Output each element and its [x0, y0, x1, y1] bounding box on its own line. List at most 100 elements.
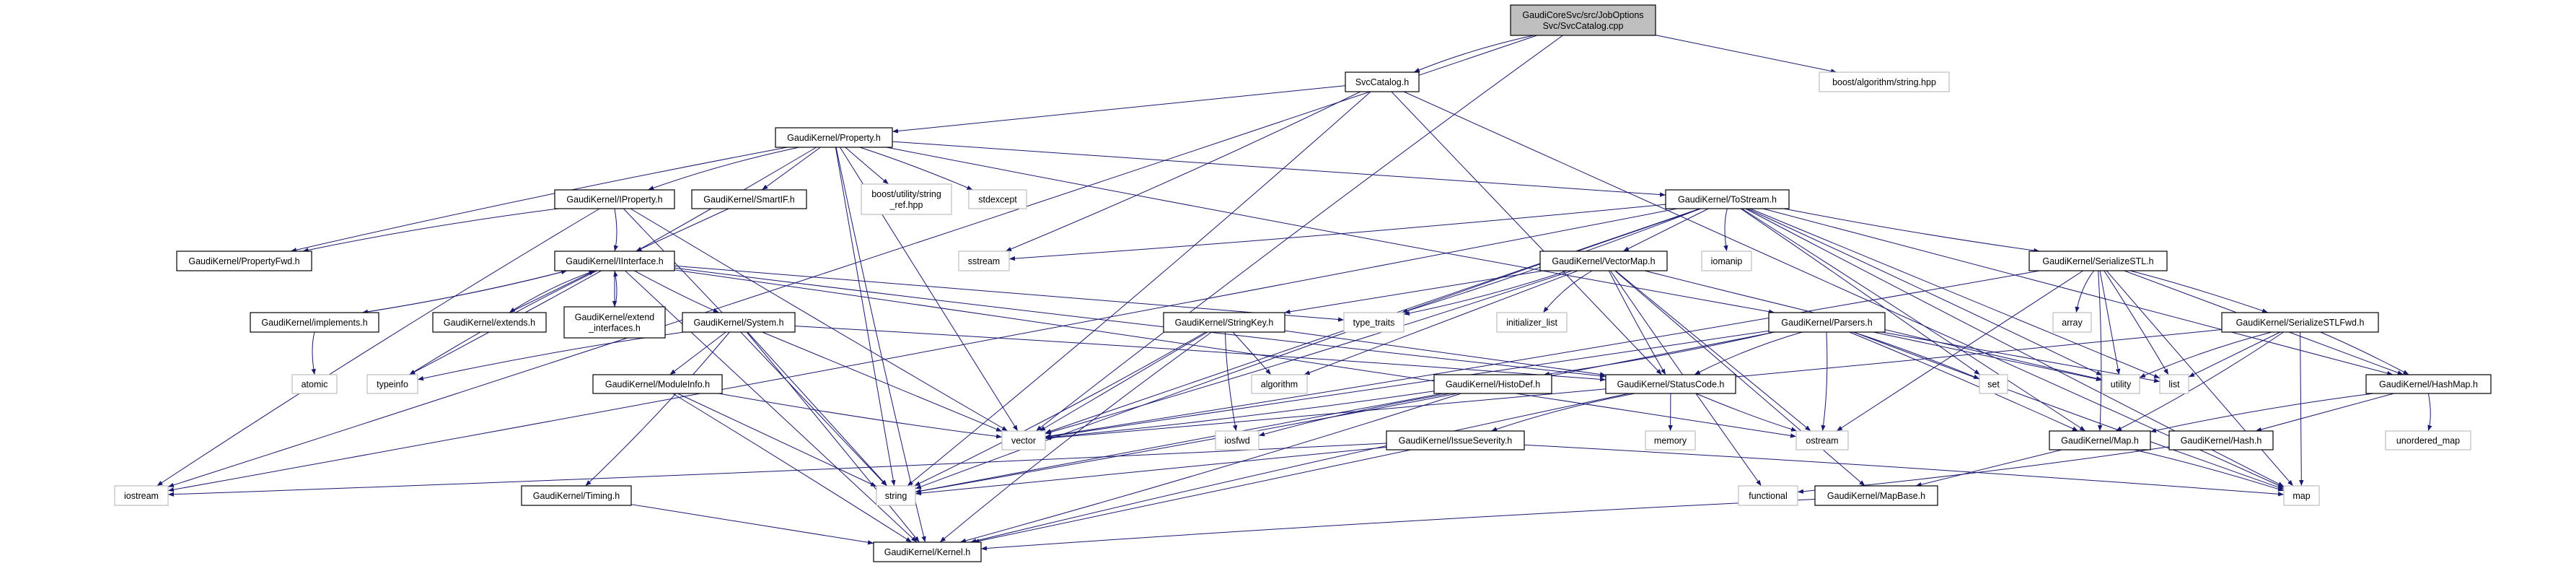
node-label: iostream [124, 491, 159, 501]
edge-issueseverity-to-map [1524, 444, 2285, 497]
node-implements[interactable]: GaudiKernel/implements.h [250, 312, 379, 333]
node-label: string [885, 491, 907, 501]
edge-mapbase-to-kernel [980, 499, 1816, 551]
edge-iproperty-to-iinterface [613, 208, 619, 252]
node-box [1768, 312, 1886, 333]
edge-tostream-to-vectormap [1622, 208, 1709, 252]
node-box [1386, 430, 1525, 450]
edge-iproperty-to-vector [630, 208, 1008, 432]
node-box [2168, 430, 2274, 450]
edge-statuscode-to-ostream [1695, 393, 1798, 432]
node-tostream[interactable]: GaudiKernel/ToStream.h [1665, 189, 1790, 209]
edge-system-to-typeinfo [417, 331, 685, 381]
node-box [861, 183, 952, 215]
edge-svccatalog-to-statuscode [1391, 91, 1662, 375]
node-box [250, 312, 379, 333]
node-kernel[interactable]: GaudiKernel/Kernel.h [873, 541, 982, 562]
node-vectormap[interactable]: GaudiKernel/VectorMap.h [1539, 251, 1668, 271]
node-label: GaudiKernel/VectorMap.h [1552, 256, 1655, 266]
edge-property-to-iproperty [648, 147, 800, 191]
edge-parsers-to-string [915, 331, 1775, 494]
edge-root-to-boostalgo [1655, 35, 1837, 74]
node-statuscode[interactable]: GaudiKernel/StatusCode.h [1605, 374, 1736, 394]
edge-serializestlfwd-to-map [2299, 331, 2304, 487]
node-unorderedmap: unordered_map [2385, 430, 2471, 450]
edge-iproperty-to-string [623, 208, 887, 487]
node-label: GaudiKernel/Kernel.h [884, 547, 971, 557]
node-box [1605, 374, 1736, 394]
node-box [968, 189, 1027, 209]
node-list: list [2159, 374, 2189, 394]
node-box [2101, 374, 2140, 394]
node-label: _interfaces.h [588, 323, 641, 333]
node-label: GaudiKernel/SerializeSTLFwd.h [2236, 318, 2365, 328]
edge-parsers-to-vector [1045, 330, 1770, 439]
edge-histodef-to-iosfwd [1258, 393, 1451, 437]
node-histodef[interactable]: GaudiKernel/HistoDef.h [1433, 374, 1552, 394]
node-box [1215, 430, 1260, 450]
node-array: array [2052, 312, 2092, 333]
node-box [1510, 4, 1656, 36]
edge-stringkey-to-kernel [939, 331, 1212, 543]
node-map_h[interactable]: GaudiKernel/Map.h [2049, 430, 2151, 450]
node-extendif[interactable]: GaudiKernel/extend_interfaces.h [563, 306, 666, 339]
node-label: GaudiKernel/PropertyFwd.h [188, 256, 299, 266]
edge-vectormap-to-statuscode [1608, 270, 1666, 375]
edge-serializestl-to-list [2104, 270, 2169, 375]
node-label: SvcCatalog.h [1355, 77, 1409, 87]
node-property[interactable]: GaudiKernel/Property.h [775, 127, 893, 148]
edge-hashmap-to-hash [2255, 393, 2394, 432]
edge-property-to-smartif [762, 147, 821, 191]
node-stringkey[interactable]: GaudiKernel/StringKey.h [1163, 312, 1285, 333]
edge-iproperty-to-iostream [157, 208, 600, 487]
node-svccatalog[interactable]: SvcCatalog.h [1345, 71, 1420, 92]
node-label: ostream [1806, 435, 1838, 445]
edge-property-to-string [835, 147, 896, 487]
node-moduleinfo[interactable]: GaudiKernel/ModuleInfo.h [592, 374, 723, 394]
node-extends[interactable]: GaudiKernel/extends.h [432, 312, 547, 333]
edge-stringkey-to-iosfwd [1224, 331, 1238, 432]
node-serializestlfwd[interactable]: GaudiKernel/SerializeSTLFwd.h [2221, 312, 2379, 333]
node-iinterface[interactable]: GaudiKernel/IInterface.h [554, 251, 675, 271]
edge-serializestl-to-map [2106, 270, 2294, 487]
node-box [432, 312, 547, 333]
node-label: GaudiKernel/SerializeSTL.h [2042, 256, 2153, 266]
nodes-layer: GaudiCoreSvc/src/JobOptionsSvc/SvcCatalo… [114, 4, 2492, 562]
edge-issueseverity-to-iostream [167, 443, 1387, 497]
edge-timing-to-kernel [630, 504, 874, 545]
node-iostream: iostream [114, 485, 169, 506]
node-propertyfwd[interactable]: GaudiKernel/PropertyFwd.h [176, 251, 312, 271]
node-box [1665, 189, 1790, 209]
edge-tostream-to-hashmap [1762, 208, 2393, 376]
edge-svccatalog-to-property [892, 85, 1346, 134]
edge-tostream-to-utility [1746, 208, 2103, 376]
edge-property-to-propertyfwd [290, 147, 788, 253]
node-hashmap[interactable]: GaudiKernel/HashMap.h [2365, 374, 2492, 394]
node-box [1343, 312, 1405, 333]
node-label: GaudiKernel/SmartIF.h [703, 194, 794, 204]
node-mapbase[interactable]: GaudiKernel/MapBase.h [1814, 485, 1938, 506]
node-typetraits: type_traits [1343, 312, 1405, 333]
edge-parsers-to-ostream [1821, 331, 1828, 432]
edge-statuscode-to-issueseverity [1491, 393, 1635, 432]
node-serializestl[interactable]: GaudiKernel/SerializeSTL.h [2028, 251, 2168, 271]
node-smartif[interactable]: GaudiKernel/SmartIF.h [691, 189, 807, 209]
edge-svccatalog-to-string [907, 91, 1371, 487]
node-label: GaudiKernel/Hash.h [2181, 435, 2262, 445]
node-label: GaudiKernel/HashMap.h [2379, 379, 2478, 389]
node-system[interactable]: GaudiKernel/System.h [682, 312, 796, 333]
node-issueseverity[interactable]: GaudiKernel/IssueSeverity.h [1386, 430, 1525, 450]
node-box [2159, 374, 2189, 394]
node-box [291, 374, 338, 394]
edge-system-to-timing [585, 331, 730, 487]
node-box [2365, 374, 2492, 394]
node-iproperty[interactable]: GaudiKernel/IProperty.h [554, 189, 675, 209]
node-string: string [876, 485, 916, 506]
node-label: stdexcept [978, 194, 1017, 204]
node-parsers[interactable]: GaudiKernel/Parsers.h [1768, 312, 1886, 333]
node-box [366, 374, 418, 394]
edge-serializestlfwd-to-hashmap [2320, 331, 2409, 375]
node-map: map [2283, 485, 2320, 506]
edge-moduleinfo-to-kernel [672, 393, 913, 543]
edge-parsers-to-map [1853, 331, 2285, 490]
